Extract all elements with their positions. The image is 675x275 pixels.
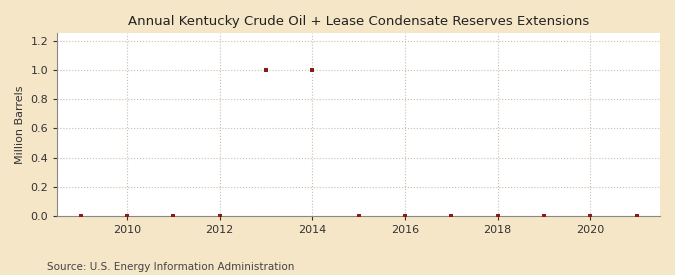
Title: Annual Kentucky Crude Oil + Lease Condensate Reserves Extensions: Annual Kentucky Crude Oil + Lease Conden… bbox=[128, 15, 589, 28]
Text: Source: U.S. Energy Information Administration: Source: U.S. Energy Information Administ… bbox=[47, 262, 294, 272]
Y-axis label: Million Barrels: Million Barrels bbox=[15, 86, 25, 164]
